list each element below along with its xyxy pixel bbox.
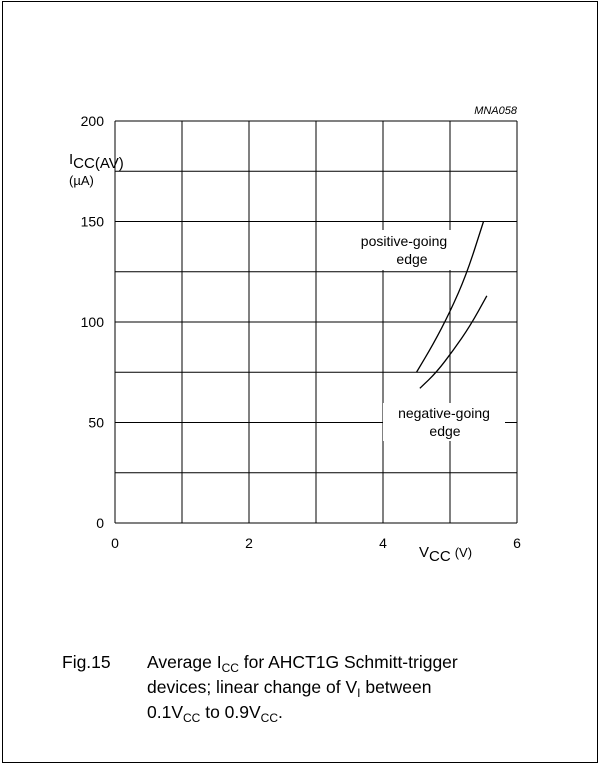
caption-text: to 0.9V — [200, 702, 261, 722]
caption-subscript: I — [357, 686, 361, 700]
y-tick-label: 100 — [81, 314, 105, 330]
y-tick-label: 0 — [96, 515, 104, 531]
x-tick-label: 6 — [513, 535, 521, 551]
x-tick-label: 4 — [379, 535, 387, 551]
figure-number: Fig.15 — [62, 652, 111, 672]
caption-subscript: CC — [221, 661, 239, 675]
caption-text: for AHCT1G Schmitt-trigger — [238, 652, 458, 672]
y-tick-label: 150 — [81, 214, 105, 230]
series-label-positive-line2: edge — [396, 251, 427, 267]
series-label-positive-bg — [352, 230, 456, 270]
series-positive-going-edge — [415, 221, 485, 373]
x-axis-label-sub: CC — [429, 548, 451, 565]
y-tick-label: 50 — [88, 415, 104, 431]
caption-line-2: devices; linear change of VI between — [147, 675, 577, 700]
y-axis-label-sub: CC(AV) — [73, 155, 124, 172]
series-label-negative-line1: negative-going — [398, 405, 490, 421]
chart-grid — [114, 120, 518, 524]
caption-text: Average I — [147, 652, 222, 672]
x-tick-label: 2 — [245, 535, 253, 551]
series-label-negative-line2: edge — [429, 423, 460, 439]
x-tick-label: 0 — [111, 535, 119, 551]
chart-tick-labels: 0 2 4 6 0 50 100 150 200 — [81, 113, 521, 551]
caption-subscript: CC — [183, 711, 201, 725]
y-axis-label-main: I — [69, 151, 73, 168]
x-axis-label-main: V — [419, 544, 429, 561]
chart-curves — [415, 221, 488, 389]
caption-text: . — [278, 702, 283, 722]
caption-text: devices; linear change of V — [147, 677, 358, 697]
caption-line-1: Average ICC for AHCT1G Schmitt-trigger — [147, 650, 577, 675]
y-axis-unit: (µA) — [69, 173, 94, 188]
y-tick-label: 200 — [81, 113, 105, 129]
series-label-positive-line1: positive-going — [361, 233, 447, 249]
x-axis-label: VCC (V) — [419, 544, 472, 565]
caption-body: Average ICC for AHCT1G Schmitt-trigger d… — [147, 650, 577, 725]
caption-subscript: CC — [260, 711, 279, 725]
x-axis-label-unit: (V) — [455, 545, 472, 560]
series-label-negative: negative-going edge — [383, 403, 505, 441]
series-label-negative-bg — [383, 403, 505, 441]
caption-text: between — [360, 677, 432, 697]
figure-code: MNA058 — [474, 105, 518, 117]
series-negative-going-edge — [419, 295, 488, 389]
series-label-positive: positive-going edge — [352, 230, 456, 270]
caption-line-3: 0.1VCC to 0.9VCC. — [147, 700, 577, 725]
caption-text: 0.1V — [147, 702, 183, 722]
y-axis-label: ICC(AV) — [69, 151, 124, 172]
